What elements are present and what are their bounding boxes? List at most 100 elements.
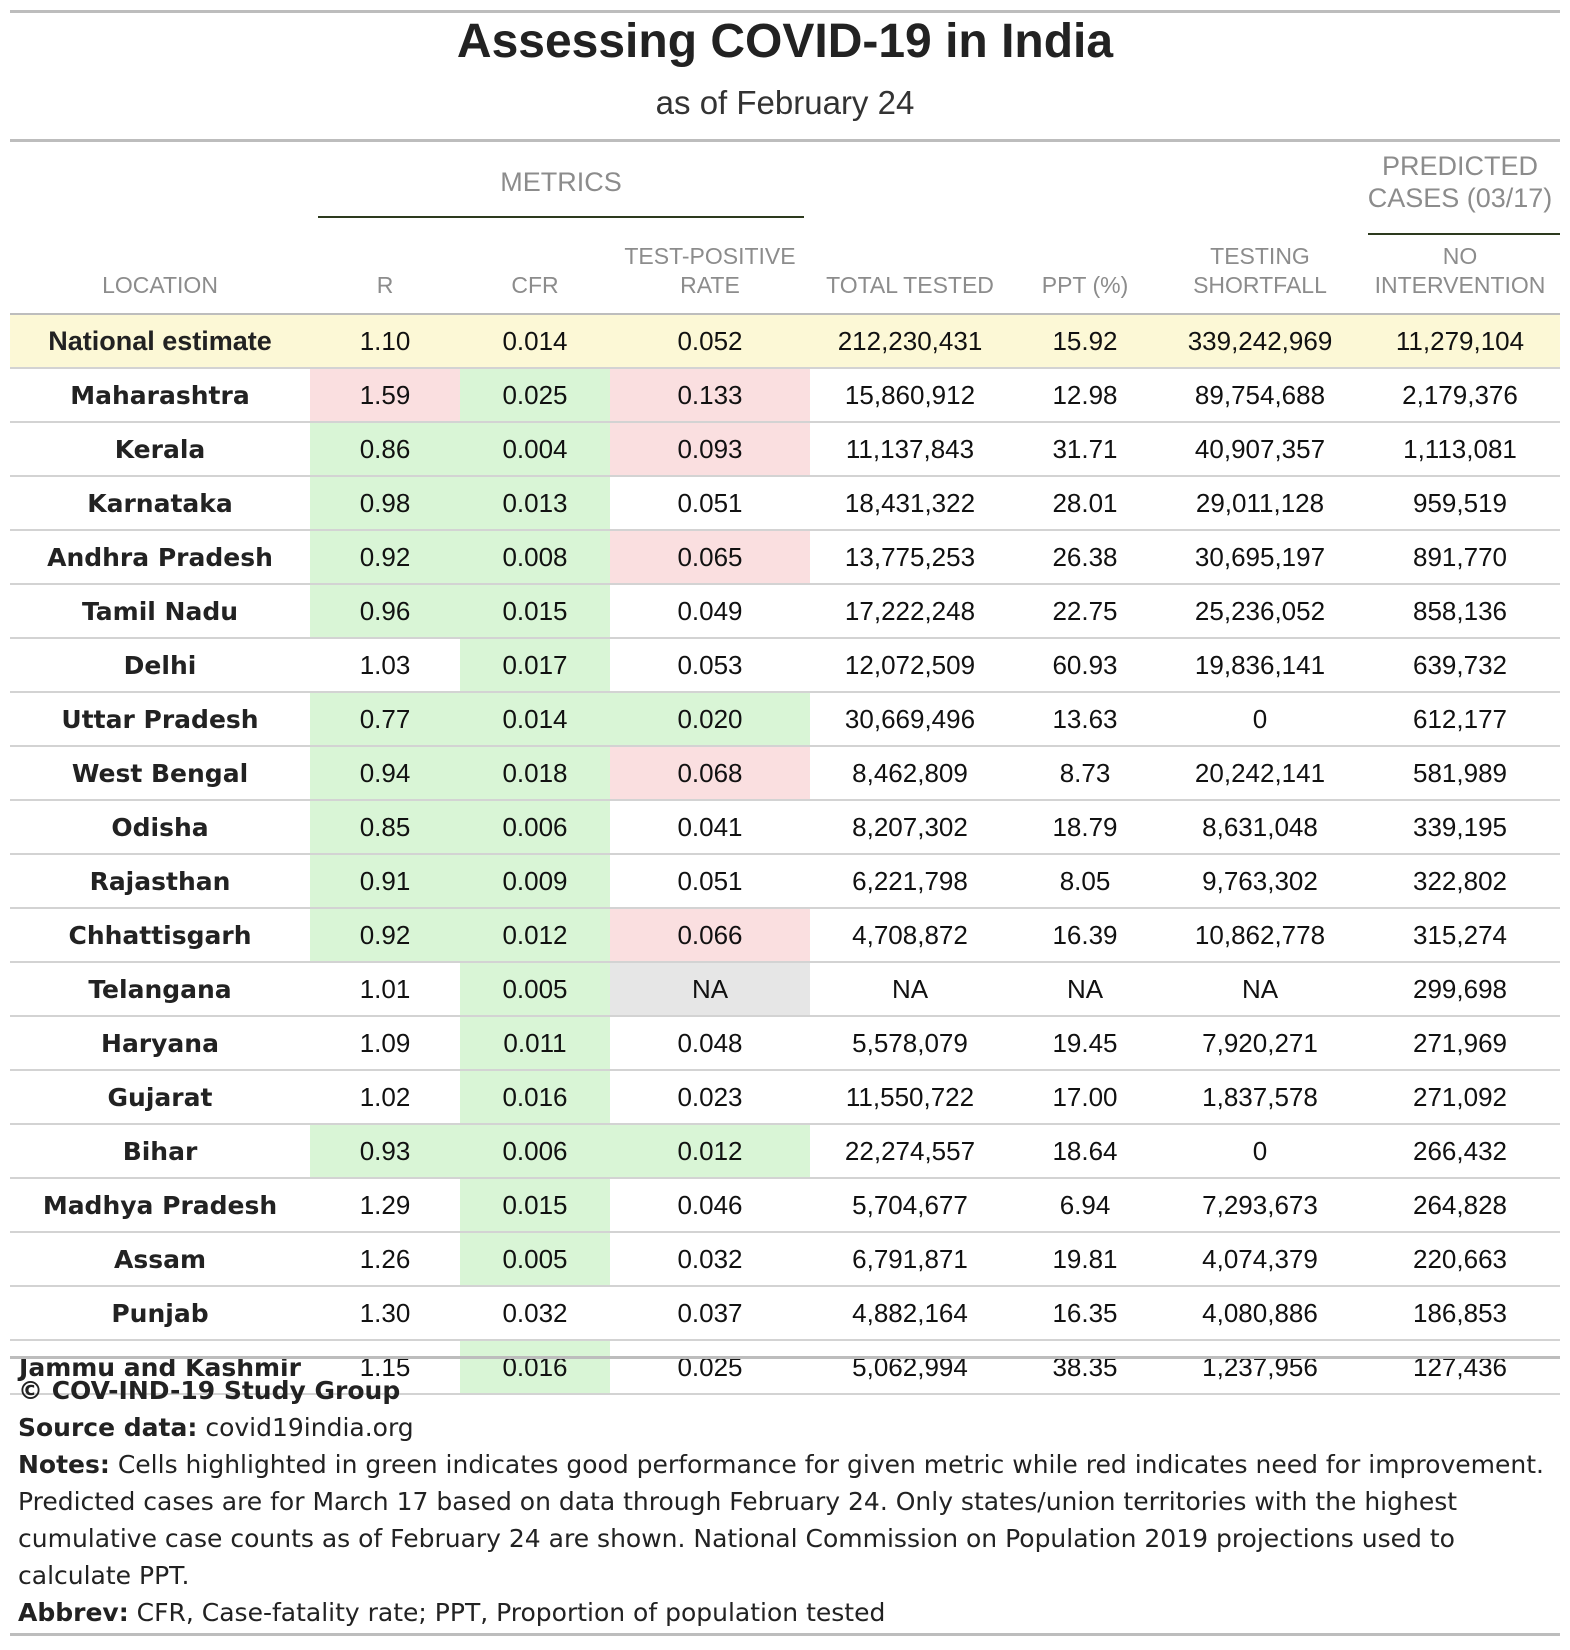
header-cfr: CFR	[511, 272, 559, 298]
cell-cfr: 0.015	[460, 584, 610, 639]
cell-no-intervention: 315,274	[1360, 908, 1560, 963]
cell-location: Telangana	[10, 962, 310, 1017]
cell-cfr: 0.006	[460, 1124, 610, 1179]
cell-total-tested: 5,062,994	[810, 1340, 1010, 1395]
cell-cfr: 0.014	[460, 315, 610, 369]
table-row: Kerala 0.86 0.004 0.093 11,137,843 31.71 40,90…	[10, 422, 1560, 477]
cell-test-positive-rate: 0.049	[610, 584, 810, 639]
cell-r: 1.09	[310, 1016, 460, 1071]
cell-test-positive-rate: 0.020	[610, 692, 810, 747]
cell-no-intervention: 220,663	[1360, 1232, 1560, 1287]
table-row: Punjab 1.30 0.032 0.037 4,882,164 16.35 4,080,…	[10, 1286, 1560, 1341]
cell-cfr: 0.013	[460, 476, 610, 531]
cell-cfr: 0.005	[460, 1232, 610, 1287]
table-row: Uttar Pradesh 0.77 0.014 0.020 30,669,496 13.…	[10, 692, 1560, 747]
cell-test-positive-rate: 0.023	[610, 1070, 810, 1125]
predicted-spanner-line	[1368, 233, 1560, 235]
cell-location: West Bengal	[10, 746, 310, 801]
cell-testing-shortfall: 0	[1160, 692, 1360, 747]
cell-r: 1.30	[310, 1286, 460, 1341]
cell-total-tested: 15,860,912	[810, 368, 1010, 423]
header-no-intervention: NO INTERVENTION	[1374, 243, 1546, 298]
cell-total-tested: 8,207,302	[810, 800, 1010, 855]
header-r: R	[376, 272, 394, 298]
cell-cfr: 0.032	[460, 1286, 610, 1341]
cell-ppt: 22.75	[1010, 584, 1160, 639]
header-testing-shortfall: TESTING SHORTFALL	[1193, 243, 1327, 298]
cell-test-positive-rate: 0.041	[610, 800, 810, 855]
predicted-spanner: PREDICTED CASES (03/17)	[1367, 151, 1553, 213]
cell-test-positive-rate: 0.065	[610, 530, 810, 585]
cell-no-intervention: 11,279,104	[1360, 315, 1560, 369]
cell-testing-shortfall: 7,293,673	[1160, 1178, 1360, 1233]
cell-cfr: 0.006	[460, 800, 610, 855]
cell-cfr: 0.016	[460, 1070, 610, 1125]
cell-r: 0.91	[310, 854, 460, 909]
cell-ppt: 31.71	[1010, 422, 1160, 477]
cell-no-intervention: 1,113,081	[1360, 422, 1560, 477]
bottom-rule	[10, 1633, 1560, 1636]
cell-ppt: 18.64	[1010, 1124, 1160, 1179]
cell-no-intervention: 891,770	[1360, 530, 1560, 585]
cell-total-tested: 4,882,164	[810, 1286, 1010, 1341]
cell-total-tested: 11,550,722	[810, 1070, 1010, 1125]
cell-no-intervention: 186,853	[1360, 1286, 1560, 1341]
cell-total-tested: NA	[810, 962, 1010, 1017]
cell-ppt: 28.01	[1010, 476, 1160, 531]
cell-test-positive-rate: 0.052	[610, 315, 810, 369]
table-row: Rajasthan 0.91 0.009 0.051 6,221,798 8.05 9,76…	[10, 854, 1560, 909]
cell-no-intervention: 612,177	[1360, 692, 1560, 747]
cell-test-positive-rate: 0.051	[610, 854, 810, 909]
page-subtitle: as of February 24	[655, 84, 915, 121]
cell-r: 1.59	[310, 368, 460, 423]
cell-r: 0.93	[310, 1124, 460, 1179]
cell-no-intervention: 264,828	[1360, 1178, 1560, 1233]
title-rule	[10, 139, 1560, 142]
cell-ppt: 16.39	[1010, 908, 1160, 963]
cell-test-positive-rate: 0.037	[610, 1286, 810, 1341]
cell-ppt: 12.98	[1010, 368, 1160, 423]
cell-location: Madhya Pradesh	[10, 1178, 310, 1233]
table-row: Assam 1.26 0.005 0.032 6,791,871 19.81 4,074,3…	[10, 1232, 1560, 1287]
cell-testing-shortfall: 4,080,886	[1160, 1286, 1360, 1341]
cell-no-intervention: 271,092	[1360, 1070, 1560, 1125]
table-bottom-rule	[10, 1356, 1560, 1359]
cell-cfr: 0.016	[460, 1340, 610, 1395]
cell-r: 0.92	[310, 530, 460, 585]
cell-testing-shortfall: 1,837,578	[1160, 1070, 1360, 1125]
cell-cfr: 0.015	[460, 1178, 610, 1233]
cell-cfr: 0.011	[460, 1016, 610, 1071]
cell-ppt: 16.35	[1010, 1286, 1160, 1341]
cell-total-tested: 17,222,248	[810, 584, 1010, 639]
header-rule	[10, 313, 1560, 316]
metrics-spanner-line	[318, 216, 804, 218]
cell-ppt: 8.05	[1010, 854, 1160, 909]
table-row: Bihar 0.93 0.006 0.012 22,274,557 18.64 0 266,4…	[10, 1124, 1560, 1179]
cell-test-positive-rate: 0.133	[610, 368, 810, 423]
cell-cfr: 0.017	[460, 638, 610, 693]
cell-no-intervention: 299,698	[1360, 962, 1560, 1017]
cell-total-tested: 212,230,431	[810, 315, 1010, 369]
cell-location: Jammu and Kashmir	[10, 1340, 310, 1395]
cell-testing-shortfall: 9,763,302	[1160, 854, 1360, 909]
header-total-tested: TOTAL TESTED	[826, 272, 994, 298]
table-row: Madhya Pradesh 1.29 0.015 0.046 5,704,677 6.9…	[10, 1178, 1560, 1233]
cell-test-positive-rate: 0.051	[610, 476, 810, 531]
cell-r: 1.01	[310, 962, 460, 1017]
cell-ppt: 17.00	[1010, 1070, 1160, 1125]
cell-ppt: 13.63	[1010, 692, 1160, 747]
cell-r: 1.10	[310, 315, 460, 369]
cell-r: 0.98	[310, 476, 460, 531]
data-table: National estimate 1.10 0.014 0.052 212,230,4…	[10, 315, 1560, 1395]
cell-testing-shortfall: 25,236,052	[1160, 584, 1360, 639]
cell-no-intervention: 339,195	[1360, 800, 1560, 855]
notes-line: Notes: Cells highlighted in green indica…	[18, 1450, 1544, 1590]
cell-r: 0.77	[310, 692, 460, 747]
cell-testing-shortfall: 89,754,688	[1160, 368, 1360, 423]
cell-ppt: 6.94	[1010, 1178, 1160, 1233]
table-row: Chhattisgarh 0.92 0.012 0.066 4,708,872 16.39…	[10, 908, 1560, 963]
cell-location: Rajasthan	[10, 854, 310, 909]
cell-location: Maharashtra	[10, 368, 310, 423]
cell-no-intervention: 2,179,376	[1360, 368, 1560, 423]
cell-location: Uttar Pradesh	[10, 692, 310, 747]
